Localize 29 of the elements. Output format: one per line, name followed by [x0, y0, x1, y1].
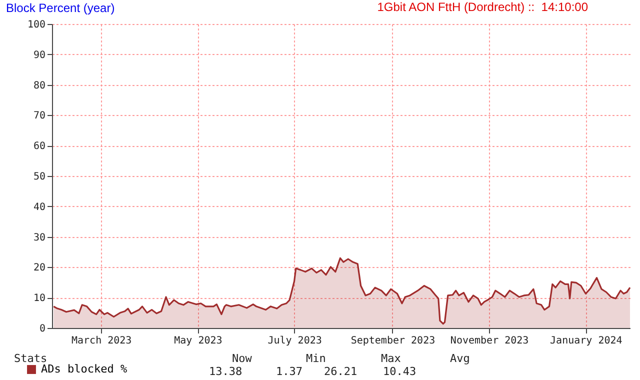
y-tick-label: 60 — [33, 141, 46, 152]
text: Now — [232, 352, 252, 365]
chart-title: Block Percent (year) — [6, 1, 115, 15]
y-tick-label: 100 — [27, 20, 46, 30]
x-tick-label: March 2023 — [71, 336, 132, 346]
y-tick-label: 70 — [33, 110, 46, 122]
x-tick-label: January 2024 — [550, 336, 622, 346]
y-tick-label: 30 — [33, 232, 46, 244]
text: 13.38 — [209, 365, 242, 378]
y-tick-label: 80 — [33, 80, 46, 92]
y-tick-label: 10 — [33, 293, 46, 304]
text: 10.43 — [383, 365, 416, 378]
y-tick-label: 20 — [33, 262, 46, 274]
x-tick-label: July 2023 — [268, 336, 322, 346]
y-tick-label: 90 — [33, 50, 46, 61]
text: Max — [381, 352, 401, 365]
y-tick-label: 0 — [39, 324, 46, 334]
chart-subtitle: 1Gbit AON FttH (Dordrecht) :: 14:10:00 — [377, 0, 588, 14]
text: Avg — [450, 352, 470, 365]
y-tick-label: 50 — [33, 172, 46, 182]
text: 26.21 — [324, 365, 358, 378]
legend-label: ADs blocked % — [41, 362, 128, 376]
text: Stats — [14, 352, 48, 365]
y-tick-label: 40 — [33, 202, 46, 213]
text: 1.37 — [276, 365, 302, 378]
x-tick-label: November 2023 — [450, 336, 529, 346]
x-tick-label: May 2023 — [174, 336, 222, 346]
text: Min — [306, 352, 326, 365]
x-tick-label: September 2023 — [350, 336, 436, 346]
